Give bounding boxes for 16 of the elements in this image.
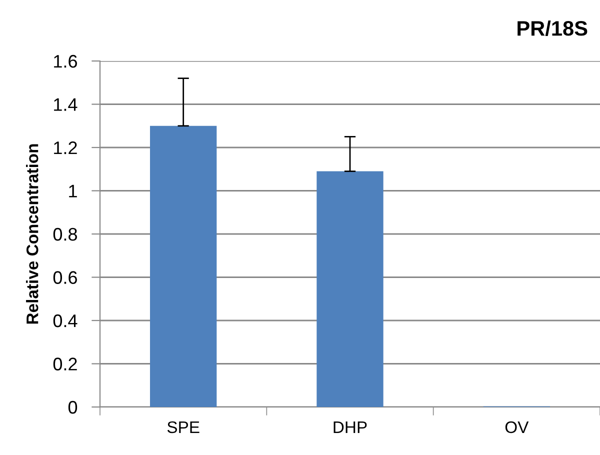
y-tick-label: 1 [69,184,77,198]
bar [316,171,384,407]
chart-title: PR/18S [518,20,588,36]
y-tick-label: 1.2 [54,141,77,154]
x-tick-label: SPE [167,421,200,434]
x-tick-label: DHP [334,422,367,433]
y-tick-label: 0.8 [53,228,77,241]
y-axis-title: Relative Concentration [26,144,38,324]
y-tick-label: 1.4 [54,98,78,111]
y-tick-label: 0.6 [53,271,77,284]
y-tick-label: 0 [68,400,78,414]
bar [150,126,217,407]
y-tick-label: 0.2 [53,358,77,370]
x-tick-label: OV [505,421,529,434]
y-tick-label: 0.4 [53,314,78,328]
y-tick-label: 1.6 [54,54,77,68]
